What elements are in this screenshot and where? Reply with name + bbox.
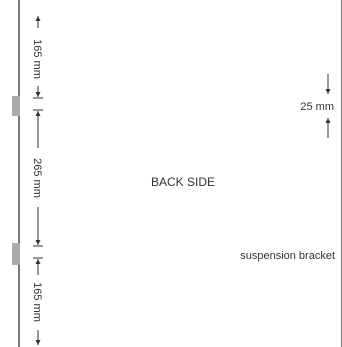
suspension-bracket-top	[12, 96, 20, 116]
dimension-label-middle: 265 mm	[31, 158, 43, 198]
dimension-label-top: 165 mm	[31, 39, 43, 79]
suspension-bracket-label: suspension bracket	[240, 250, 335, 262]
suspension-bracket-bottom	[12, 243, 20, 265]
dimension-label-bottom: 165 mm	[31, 282, 43, 322]
panel-outline	[18, 0, 342, 347]
back-side-label: BACK SIDE	[151, 175, 215, 189]
bracket-height-label: 25 mm	[300, 101, 334, 113]
